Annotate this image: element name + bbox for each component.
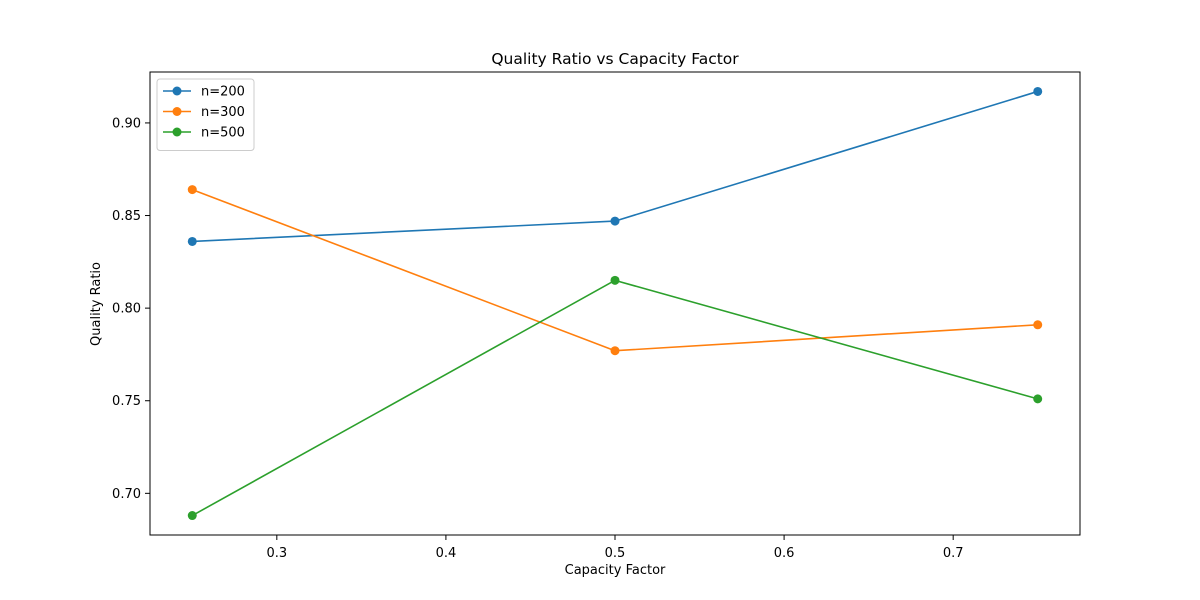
data-point-n=300 <box>1033 320 1043 330</box>
y-tick-label: 0.80 <box>112 302 141 317</box>
x-tick-label: 0.4 <box>436 546 457 561</box>
data-point-n=200 <box>187 236 197 246</box>
plot-area: 0.3 0.4 0.5 0.6 0.7 0.70 0.75 0.80 0.85 0.90 n=200… <box>112 71 1081 561</box>
data-point-n=300 <box>610 346 620 356</box>
x-tick-label: 0.6 <box>774 546 795 561</box>
legend-entry: n=200 <box>201 85 245 100</box>
x-tick-label: 0.5 <box>605 546 626 561</box>
x-axis-label: Capacity Factor <box>565 563 666 578</box>
x-tick-label: 0.7 <box>943 546 964 561</box>
data-point-n=200 <box>610 216 620 226</box>
chart-title: Quality Ratio vs Capacity Factor <box>491 50 739 68</box>
y-tick-label: 0.85 <box>112 209 141 224</box>
legend-swatch-marker <box>172 86 182 96</box>
data-point-n=300 <box>187 185 197 195</box>
y-axis-label: Quality Ratio <box>89 262 104 346</box>
data-point-n=200 <box>1033 86 1043 96</box>
y-tick-label: 0.70 <box>112 487 141 502</box>
x-tick-label: 0.3 <box>266 546 287 561</box>
data-point-n=500 <box>610 275 620 285</box>
legend-swatch-marker <box>172 107 182 116</box>
legend-swatch-marker <box>172 127 182 137</box>
data-point-n=500 <box>187 511 197 521</box>
legend-entry: n=500 <box>201 126 245 141</box>
y-tick-label: 0.75 <box>112 394 141 409</box>
data-point-n=500 <box>1033 394 1043 404</box>
y-tick-label: 0.90 <box>112 116 141 131</box>
legend-entry: n=300 <box>201 105 245 120</box>
